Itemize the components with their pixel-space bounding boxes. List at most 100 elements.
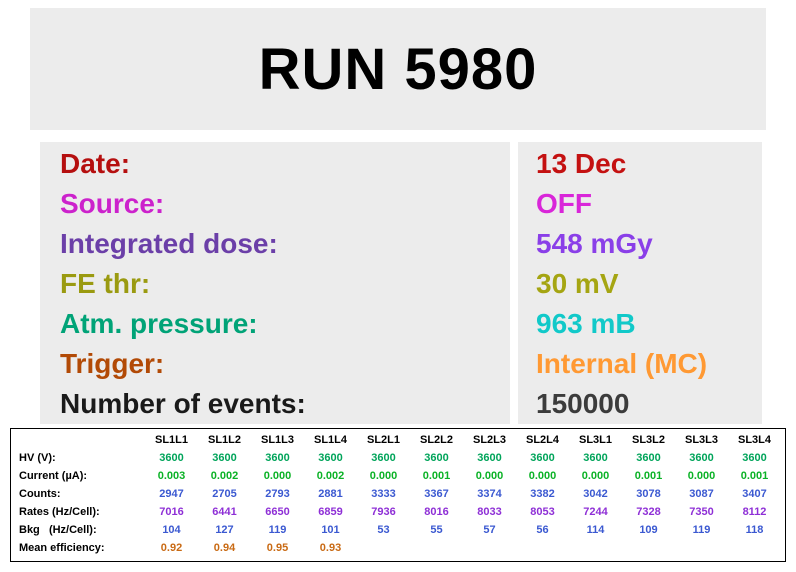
row-label-current: Current (µA): (19, 470, 88, 482)
column-header-sl2l1: SL2L1 (366, 434, 400, 446)
run-title: RUN 5980 (258, 36, 538, 102)
info-label-atm-pressure: Atm. pressure: (60, 308, 258, 339)
cell-rates-sl1l1: 7016 (159, 506, 184, 518)
cell-current-sl2l1: 0.000 (369, 470, 398, 482)
cell-mean-efficiency-sl2l3 (463, 539, 516, 557)
cell-bkg-sl1l1: 104 (162, 524, 181, 536)
column-header-sl3l1: SL3L1 (578, 434, 612, 446)
cell-rates-sl2l1: 7936 (371, 506, 396, 518)
column-header-sl1l4: SL1L4 (313, 434, 347, 446)
cell-hv-sl2l1: 3600 (371, 452, 396, 464)
cell-counts-sl3l1: 3042 (583, 488, 608, 500)
cell-current-sl2l3: 0.000 (475, 470, 504, 482)
cell-hv-sl3l2: 3600 (636, 452, 661, 464)
column-header-sl1l2: SL1L2 (207, 434, 241, 446)
cell-current-sl2l4: 0.000 (528, 470, 557, 482)
cell-counts-sl1l3: 2793 (265, 488, 290, 500)
cell-hv-sl2l2: 3600 (424, 452, 449, 464)
cell-mean-efficiency-sl3l2 (622, 539, 675, 557)
cell-rates-sl2l2: 8016 (424, 506, 449, 518)
cell-hv-sl1l2: 3600 (212, 452, 237, 464)
column-header-sl3l2: SL3L2 (631, 434, 665, 446)
cell-counts-sl3l2: 3078 (636, 488, 661, 500)
cell-current-sl3l4: 0.001 (740, 470, 769, 482)
channel-table-container: SL1L1 SL1L2 SL1L3 SL1L4 SL2L1 SL2L2 SL2L3 SL2L4… (10, 428, 786, 562)
cell-mean-efficiency-sl1l1: 0.92 (160, 542, 183, 554)
cell-counts-sl2l4: 3382 (530, 488, 555, 500)
cell-counts-sl1l1: 2947 (159, 488, 184, 500)
cell-mean-efficiency-sl2l1 (357, 539, 410, 557)
info-label-source: Source: (60, 188, 165, 219)
info-value-integrated-dose: 548 mGy (536, 228, 653, 259)
cell-bkg-sl3l1: 114 (586, 524, 605, 536)
column-header-sl3l4: SL3L4 (737, 434, 771, 446)
title-banner: RUN 5980 (30, 8, 766, 130)
cell-current-sl3l1: 0.000 (581, 470, 610, 482)
cell-bkg-sl2l3: 57 (483, 524, 496, 536)
cell-hv-sl2l4: 3600 (530, 452, 555, 464)
column-header-sl1l3: SL1L3 (260, 434, 294, 446)
cell-bkg-sl1l4: 101 (321, 524, 340, 536)
cell-counts-sl2l3: 3374 (477, 488, 502, 500)
cell-bkg-sl3l4: 118 (745, 524, 764, 536)
info-values-box: 13 Dec OFF 548 mGy 30 mV 963 mB Internal (MC)… (518, 142, 762, 424)
info-labels-box: Date: Source: Integrated dose: FE thr: Atm. … (40, 142, 510, 424)
cell-hv-sl1l1: 3600 (159, 452, 184, 464)
row-label-mean-efficiency: Mean efficiency: (19, 542, 105, 554)
cell-bkg-sl3l3: 119 (692, 524, 711, 536)
table-row-counts: Counts: 2947 2705 2793 2881 3333 3367 3374 3382 3… (15, 485, 781, 503)
column-header-sl3l3: SL3L3 (684, 434, 718, 446)
info-value-fe-thr: 30 mV (536, 268, 619, 299)
cell-hv-sl1l3: 3600 (265, 452, 290, 464)
cell-mean-efficiency-sl1l2: 0.94 (213, 542, 236, 554)
cell-current-sl3l2: 0.001 (634, 470, 663, 482)
cell-hv-sl3l4: 3600 (742, 452, 767, 464)
cell-rates-sl3l3: 7350 (689, 506, 714, 518)
table-corner-cell (15, 431, 145, 449)
table-row-current: Current (µA): 0.003 0.002 0.000 0.002 0.000 0.… (15, 467, 781, 485)
cell-current-sl1l2: 0.002 (210, 470, 239, 482)
table-row-rates: Rates (Hz/Cell): 7016 6441 6650 6859 7936 8016… (15, 503, 781, 521)
info-value-number-of-events: 150000 (536, 388, 630, 419)
cell-current-sl1l3: 0.000 (263, 470, 292, 482)
cell-rates-sl1l4: 6859 (318, 506, 343, 518)
column-header-sl1l1: SL1L1 (154, 434, 188, 446)
cell-bkg-sl2l4: 56 (536, 524, 549, 536)
info-value-trigger: Internal (MC) (536, 348, 708, 379)
cell-current-sl1l4: 0.002 (316, 470, 345, 482)
cell-counts-sl2l1: 3333 (371, 488, 396, 500)
info-label-integrated-dose: Integrated dose: (60, 228, 278, 259)
column-header-sl2l2: SL2L2 (419, 434, 453, 446)
cell-mean-efficiency-sl1l4: 0.93 (319, 542, 342, 554)
info-label-fe-thr: FE thr: (60, 268, 151, 299)
column-header-sl2l4: SL2L4 (525, 434, 559, 446)
cell-rates-sl1l3: 6650 (265, 506, 290, 518)
cell-bkg-sl2l1: 53 (377, 524, 390, 536)
cell-hv-sl1l4: 3600 (318, 452, 343, 464)
column-header-sl2l3: SL2L3 (472, 434, 506, 446)
cell-rates-sl2l3: 8033 (477, 506, 502, 518)
cell-bkg-sl1l2: 127 (215, 524, 234, 536)
cell-counts-sl3l3: 3087 (689, 488, 714, 500)
table-row-hv: HV (V): 3600 3600 3600 3600 3600 3600 3600 3600 3… (15, 449, 781, 467)
cell-rates-sl1l2: 6441 (212, 506, 237, 518)
cell-mean-efficiency-sl1l3: 0.95 (266, 542, 289, 554)
cell-current-sl1l1: 0.003 (157, 470, 186, 482)
table-row-bkg: Bkg (Hz/Cell): 104 127 119 101 53 55 57 56 114 109… (15, 521, 781, 539)
cell-rates-sl3l2: 7328 (636, 506, 661, 518)
cell-rates-sl3l4: 8112 (742, 506, 767, 518)
cell-mean-efficiency-sl3l1 (569, 539, 622, 557)
cell-rates-sl3l1: 7244 (583, 506, 608, 518)
cell-rates-sl2l4: 8053 (530, 506, 555, 518)
cell-mean-efficiency-sl2l4 (516, 539, 569, 557)
cell-counts-sl2l2: 3367 (424, 488, 449, 500)
table-row-mean-efficiency: Mean efficiency: 0.92 0.94 0.95 0.93 (15, 539, 781, 557)
cell-counts-sl1l4: 2881 (318, 488, 343, 500)
cell-mean-efficiency-sl3l4 (728, 539, 781, 557)
info-label-date: Date: (60, 148, 131, 179)
row-label-counts: Counts: (19, 488, 61, 500)
info-label-trigger: Trigger: (60, 348, 165, 379)
info-label-number-of-events: Number of events: (60, 388, 306, 419)
cell-current-sl2l2: 0.001 (422, 470, 451, 482)
